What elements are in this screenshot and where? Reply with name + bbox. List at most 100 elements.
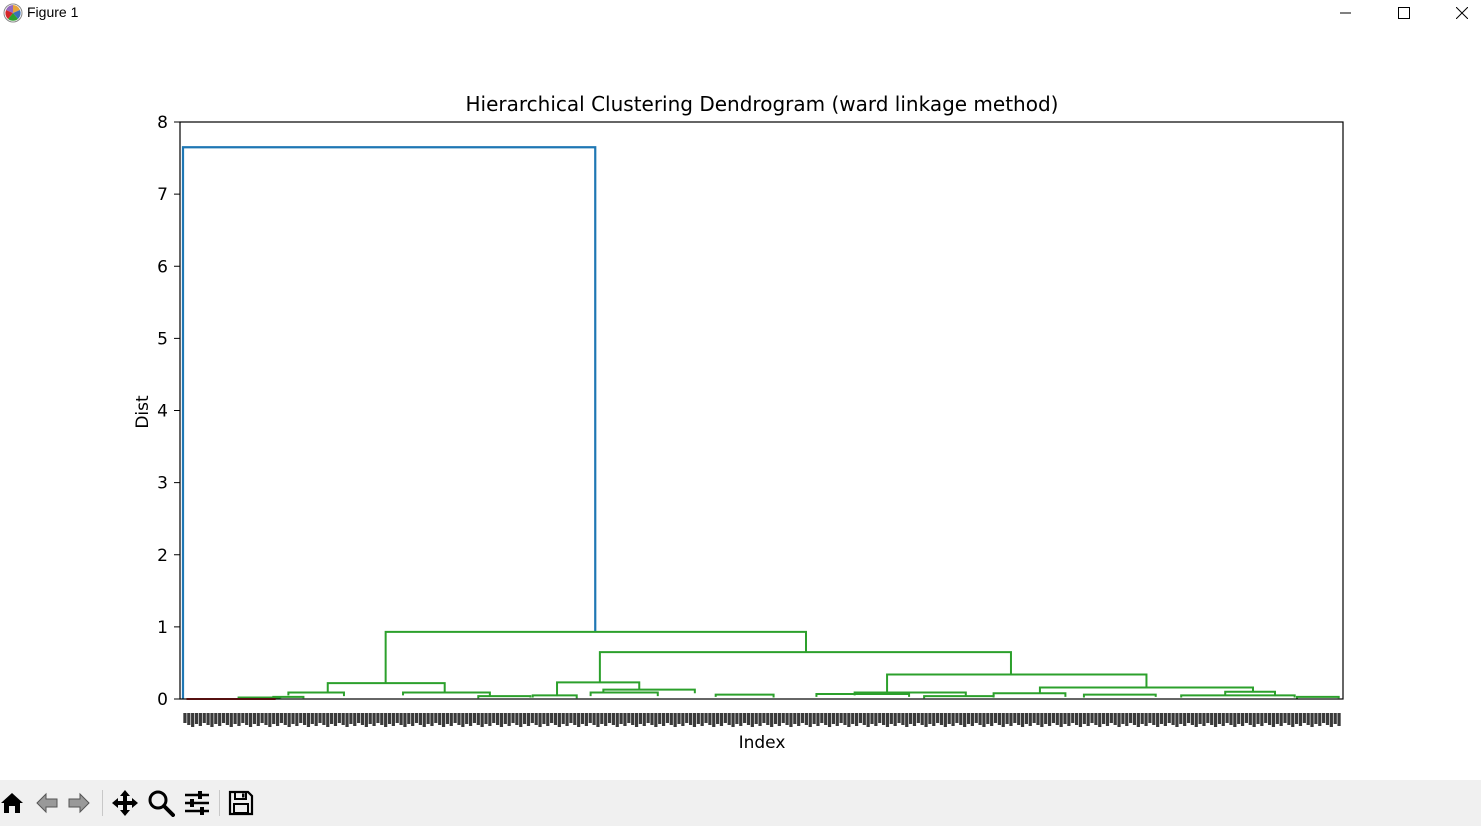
x-tick-label bbox=[611, 713, 615, 725]
x-tick-label bbox=[1121, 713, 1125, 724]
x-tick-label bbox=[403, 713, 407, 727]
x-tick-label bbox=[225, 713, 229, 725]
home-button[interactable] bbox=[0, 788, 27, 818]
x-tick-label bbox=[1314, 713, 1318, 724]
x-tick-label bbox=[905, 713, 909, 727]
x-tick-label bbox=[314, 713, 318, 726]
x-tick-label bbox=[183, 713, 187, 723]
x-tick-label bbox=[1125, 713, 1129, 726]
x-tick-label bbox=[804, 713, 808, 725]
dendrogram-link-13 bbox=[992, 692, 1067, 697]
x-tick-label bbox=[1005, 713, 1009, 724]
save-button[interactable] bbox=[226, 788, 256, 818]
x-tick-label bbox=[669, 713, 673, 725]
toolbar-separator bbox=[102, 790, 103, 816]
minimize-button[interactable] bbox=[1323, 0, 1369, 26]
x-tick-label bbox=[1102, 713, 1106, 724]
x-tick-label bbox=[387, 713, 392, 724]
x-tick-label bbox=[696, 713, 700, 724]
x-tick-label bbox=[1071, 713, 1075, 723]
pan-button[interactable] bbox=[110, 788, 140, 818]
x-tick-label bbox=[395, 713, 399, 723]
x-tick-label bbox=[1210, 713, 1214, 725]
x-tick-label bbox=[1036, 713, 1040, 725]
maximize-button[interactable] bbox=[1381, 0, 1427, 26]
dendrogram-link-12 bbox=[589, 691, 659, 697]
x-tick-label bbox=[299, 713, 303, 723]
y-tick-label: 1 bbox=[157, 618, 168, 638]
x-tick-label bbox=[214, 713, 218, 724]
x-tick-label bbox=[1105, 713, 1110, 726]
y-axis-label: Dist bbox=[133, 395, 153, 429]
x-tick-label bbox=[1175, 713, 1179, 727]
x-tick-label bbox=[928, 713, 932, 724]
plot-frame bbox=[179, 121, 1344, 700]
x-tick-label bbox=[1329, 713, 1333, 727]
x-tick-label bbox=[542, 713, 546, 724]
x-tick-label bbox=[634, 713, 639, 727]
x-tick-label bbox=[1217, 713, 1222, 724]
x-tick-label bbox=[1040, 713, 1044, 727]
x-tick-label bbox=[642, 713, 646, 726]
x-tick-label bbox=[1163, 713, 1167, 726]
x-tick-label bbox=[762, 713, 766, 723]
x-tick-label bbox=[770, 713, 774, 727]
x-tick-label bbox=[372, 713, 376, 726]
x-tick-label bbox=[256, 713, 260, 726]
matplotlib-icon bbox=[3, 3, 23, 23]
x-tick-label bbox=[287, 713, 291, 727]
x-tick-label bbox=[499, 713, 504, 727]
x-tick-label bbox=[638, 713, 643, 724]
close-button[interactable] bbox=[1439, 0, 1481, 26]
x-tick-label bbox=[553, 713, 558, 725]
x-tick-label bbox=[503, 713, 507, 724]
x-tick-label bbox=[561, 713, 565, 724]
back-button[interactable] bbox=[32, 788, 62, 818]
x-tick-label bbox=[534, 713, 538, 725]
x-tick-label bbox=[673, 713, 677, 727]
x-tick-label bbox=[990, 713, 994, 726]
x-tick-label bbox=[357, 713, 361, 723]
figure-canvas[interactable]: Hierarchical Clustering Dendrogram (ward… bbox=[0, 26, 1481, 780]
configure-subplots-button[interactable] bbox=[182, 788, 212, 818]
x-tick-label bbox=[716, 713, 720, 724]
sliders-icon bbox=[185, 791, 209, 815]
home-icon bbox=[1, 793, 23, 813]
y-axis-ticks: 0 1 2 3 4 5 6 7 8 bbox=[157, 113, 180, 710]
x-tick-label bbox=[260, 713, 264, 723]
x-tick-label bbox=[333, 713, 338, 726]
x-tick-label bbox=[688, 713, 693, 725]
x-tick-label bbox=[407, 713, 411, 724]
x-tick-label bbox=[735, 713, 739, 724]
x-tick-label bbox=[484, 713, 488, 724]
x-tick-label bbox=[966, 713, 971, 724]
x-tick-label bbox=[797, 713, 801, 726]
x-tick-label bbox=[1298, 713, 1303, 726]
y-tick-label: 2 bbox=[157, 546, 168, 566]
x-tick-label bbox=[1264, 713, 1268, 723]
x-tick-label bbox=[1136, 713, 1140, 727]
x-tick-label bbox=[1279, 713, 1283, 726]
x-tick-label bbox=[399, 713, 403, 725]
x-tick-label bbox=[526, 713, 531, 726]
x-tick-label bbox=[959, 713, 963, 725]
forward-button[interactable] bbox=[64, 788, 94, 818]
y-tick-label: 5 bbox=[157, 329, 168, 349]
x-tick-label bbox=[1190, 713, 1194, 725]
forward-arrow-icon bbox=[68, 792, 90, 814]
x-tick-label bbox=[577, 713, 581, 727]
x-tick-label bbox=[619, 713, 623, 724]
x-tick-label bbox=[519, 713, 523, 727]
dendrogram-link-5 bbox=[556, 681, 641, 697]
x-tick-label bbox=[1202, 713, 1206, 726]
x-tick-label bbox=[723, 713, 727, 723]
x-tick-label bbox=[681, 713, 685, 726]
x-tick-label bbox=[1156, 713, 1160, 727]
x-tick-label bbox=[1287, 713, 1291, 725]
x-tick-label bbox=[835, 713, 839, 726]
x-tick-label bbox=[310, 713, 314, 724]
x-tick-label bbox=[920, 713, 924, 725]
zoom-button[interactable] bbox=[146, 788, 176, 818]
x-tick-label bbox=[785, 713, 789, 725]
dendrogram-link-15 bbox=[714, 693, 775, 698]
